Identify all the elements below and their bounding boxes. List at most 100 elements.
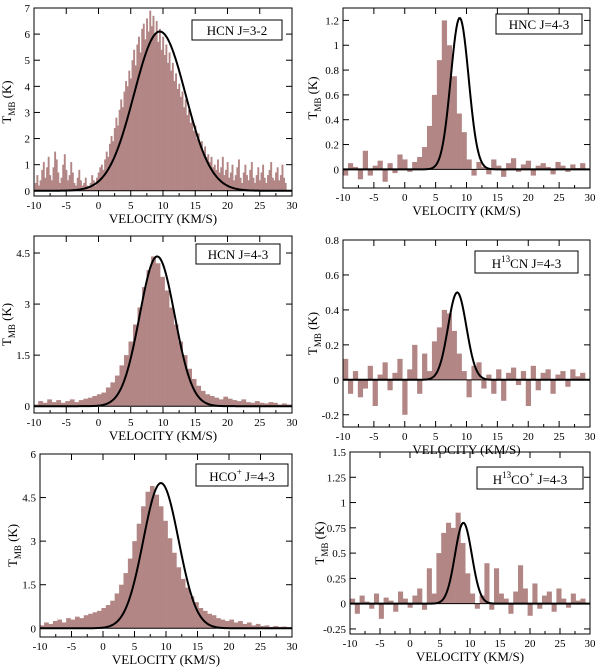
chart-1-bar <box>179 96 182 191</box>
chart-1-x-tick-label: 30 <box>287 200 299 212</box>
chart-1-bar <box>255 175 258 191</box>
chart-6-bar <box>537 603 543 609</box>
chart-3-bar <box>78 400 84 407</box>
chart-3-bar <box>263 403 269 407</box>
chart-6-bar <box>393 603 399 612</box>
chart-6-bar <box>513 591 519 604</box>
chart-3-bar <box>250 402 256 407</box>
chart-6-y-tick-label: 0.5 <box>332 548 346 560</box>
chart-5-bar <box>44 622 49 629</box>
chart-4-bar <box>456 353 462 380</box>
chart-1-bar <box>138 36 140 191</box>
chart-3-x-tick-label: 0 <box>96 417 102 429</box>
chart-1-bars <box>34 10 287 191</box>
chart-2-bar <box>456 113 462 170</box>
chart-2-bar <box>446 45 452 170</box>
chart-1-bar <box>210 156 213 191</box>
chart-1-x-tick-label: 20 <box>222 200 234 212</box>
chart-4-bar <box>372 379 378 407</box>
chart-1-bar <box>94 185 97 191</box>
chart-4-bar <box>570 369 576 380</box>
chart-2-x-axis-label: VELOCITY (KM/S) <box>412 203 520 218</box>
chart-5-bar <box>101 607 107 629</box>
chart-2-bar <box>520 164 527 170</box>
chart-2-bar <box>426 125 433 170</box>
chart-3-bar <box>146 270 152 407</box>
chart-5-y-axis-label: TMB (K) <box>5 524 23 567</box>
chart-6-bar <box>417 588 423 604</box>
chart-1-bar <box>139 52 142 191</box>
chart-1-bar <box>270 162 273 191</box>
chart-4-bar <box>387 379 393 391</box>
chart-3-bar <box>110 382 116 407</box>
chart-1-bar <box>265 182 268 191</box>
chart-1-bar <box>213 164 216 191</box>
chart-1-bar <box>38 185 40 191</box>
chart-4-bar <box>565 379 571 387</box>
chart-1-bar <box>52 167 55 191</box>
chart-5-bar <box>70 619 76 629</box>
chart-5-bar <box>132 541 138 629</box>
chart-4-bar <box>382 362 388 380</box>
chart-1-bar <box>279 175 282 191</box>
chart-1-bar <box>117 125 119 191</box>
chart-5-x-tick-label: 30 <box>287 641 299 653</box>
chart-6-legend-label: H13CO+ J=4-3 <box>493 470 568 487</box>
chart-6-bar <box>350 598 356 604</box>
chart-5-bar <box>224 621 230 629</box>
chart-1-bar <box>165 44 168 191</box>
chart-1-bar <box>191 117 194 191</box>
chart-1-bar <box>55 159 58 191</box>
chart-6-bar <box>532 583 538 604</box>
chart-6-bar <box>542 595 548 604</box>
chart-6-bar <box>460 543 466 604</box>
chart-1-bar <box>268 169 271 191</box>
chart-2-y-tick-label: 1.2 <box>325 15 339 27</box>
chart-2-bar <box>422 147 428 170</box>
chart-4-bar <box>481 379 487 389</box>
chart-5-y-tick-label: 6 <box>31 449 37 461</box>
chart-1-bar <box>252 177 255 191</box>
chart-1-bar <box>134 65 137 191</box>
chart-5-x-axis-label: VELOCITY (KM/S) <box>112 652 220 667</box>
chart-5-bar <box>216 618 221 629</box>
chart-4-bar <box>357 379 364 398</box>
chart-1-bar <box>208 162 211 191</box>
chart-1-bar <box>107 156 110 191</box>
chart-2-bar <box>550 169 556 175</box>
chart-4-bar <box>535 379 541 391</box>
chart-1-bar <box>155 21 158 191</box>
chart-1-y-tick-label: 4 <box>25 81 31 93</box>
chart-5-bar <box>141 506 146 629</box>
chart-1-bar <box>187 109 190 191</box>
chart-6-y-axis-label: TMB (K) <box>312 521 330 564</box>
chart-3-bar <box>151 256 156 407</box>
chart-5-bar <box>48 623 54 629</box>
chart-1-bar <box>221 156 224 191</box>
chart-5-bar <box>251 625 257 629</box>
chart-3-bar <box>137 307 143 407</box>
chart-1-bar <box>228 177 231 191</box>
chart-6-bar <box>369 603 375 609</box>
chart-3-bar <box>214 397 220 407</box>
chart-4-y-tick-label: 0.6 <box>325 270 339 282</box>
chart-4-bar <box>575 376 581 380</box>
chart-1-bar <box>233 180 236 191</box>
chart-1-legend-label: HCN J=3-2 <box>207 23 267 38</box>
chart-3-x-tick-label: -10 <box>27 417 42 429</box>
chart-1-bar <box>171 62 174 191</box>
chart-4-panel: -10 -5 0 5 10 15 20 25 30 -0.2 0 0.2 0.4 0.6 0.8 VELOCI… <box>305 235 596 457</box>
chart-6-bar <box>489 603 495 610</box>
chart-1-bar <box>34 182 37 191</box>
chart-1-bar <box>120 99 123 191</box>
chart-1-bar <box>149 10 152 191</box>
chart-5-bar <box>136 523 142 629</box>
chart-3-bar <box>65 401 71 407</box>
chart-3-bar <box>114 375 120 407</box>
chart-1-bar <box>157 41 160 191</box>
chart-1-x-tick-label: 25 <box>254 200 266 212</box>
chart-4-bar <box>362 379 368 389</box>
chart-4-x-tick-label: 10 <box>461 431 473 443</box>
chart-2-x-tick-label: 10 <box>461 192 473 204</box>
chart-1-bar <box>178 83 181 191</box>
